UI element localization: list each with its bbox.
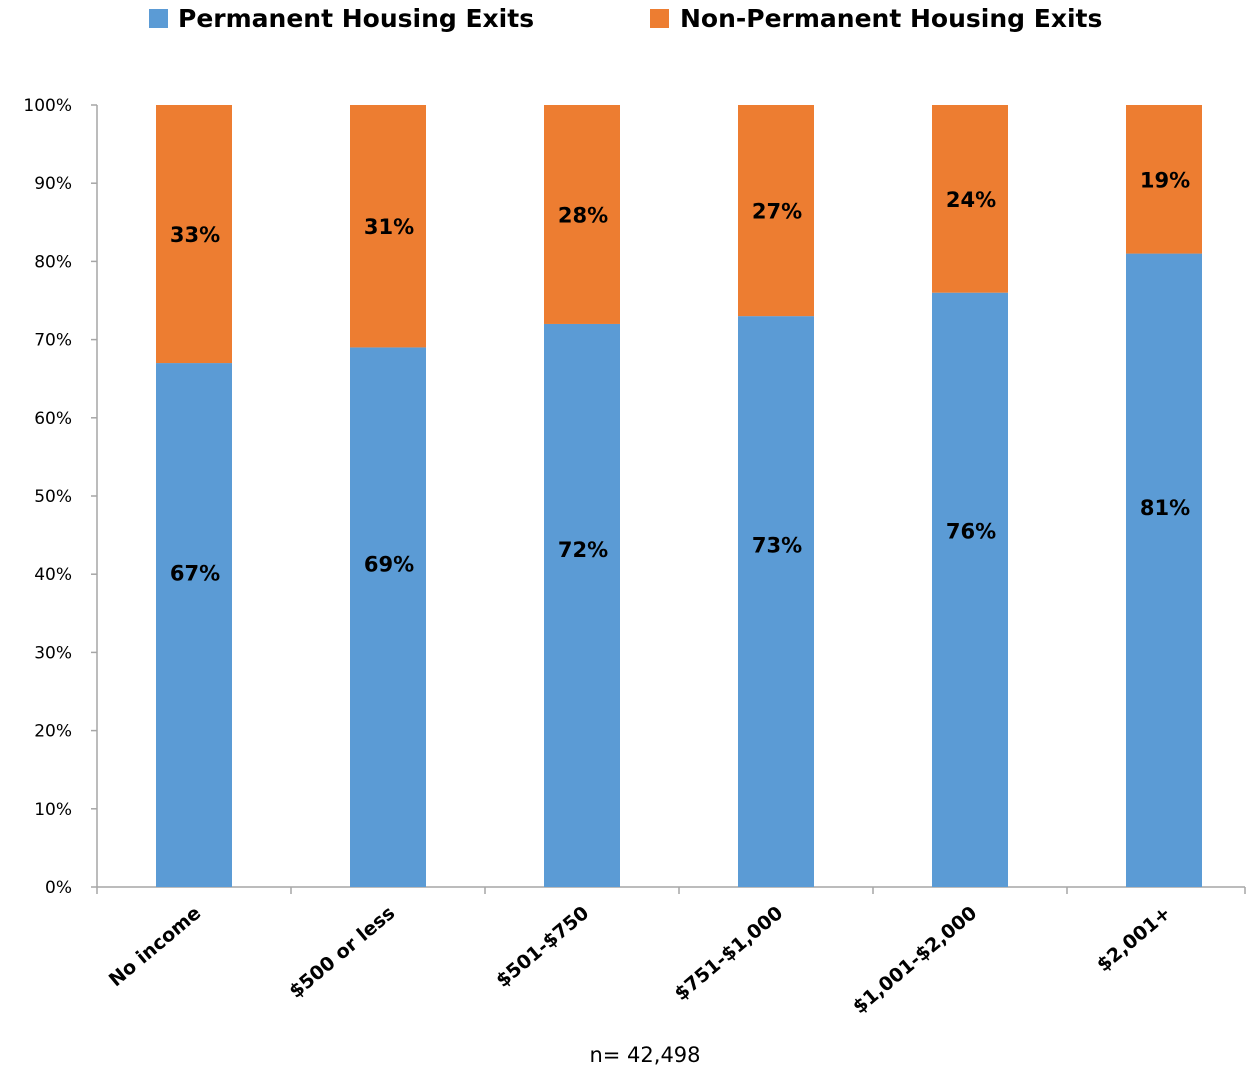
data-labels: 67% 33% 69% 31% 72% 28% 73% 27% 76% 24% 81% 19% xyxy=(170,168,1190,585)
bar-permanent xyxy=(932,292,1008,887)
data-label-permanent: 69% xyxy=(364,552,414,576)
bar-non-permanent xyxy=(544,105,620,324)
bar-non-permanent xyxy=(738,105,814,317)
legend-label-non-permanent: Non-Permanent Housing Exits xyxy=(680,4,1102,33)
y-axis: 0% 10% 20% 30% 40% 50% 60% 70% 80% 90% 100% xyxy=(23,96,98,898)
sample-size-note: n= 42,498 xyxy=(589,1043,700,1067)
category-label: $2,001+ xyxy=(1093,902,1176,976)
legend: Permanent Housing Exits Non-Permanent Ho… xyxy=(149,4,1102,33)
legend-swatch-permanent xyxy=(149,9,168,28)
data-label-non-permanent: 27% xyxy=(752,200,802,224)
y-tick-label: 30% xyxy=(34,643,72,663)
category-labels: No income $500 or less $501-$750 $751-$1,00… xyxy=(105,902,1175,1018)
data-label-permanent: 73% xyxy=(752,533,802,557)
y-tick-label: 70% xyxy=(34,331,72,351)
y-tick-label: 60% xyxy=(34,409,72,429)
bar-permanent xyxy=(738,316,814,887)
y-tick-label: 50% xyxy=(34,487,72,507)
bar-permanent xyxy=(544,323,620,888)
category-label: $501-$750 xyxy=(492,902,593,992)
y-tick-label: 10% xyxy=(34,800,72,820)
data-label-non-permanent: 19% xyxy=(1140,168,1190,192)
data-label-non-permanent: 31% xyxy=(364,215,414,239)
data-label-permanent: 67% xyxy=(170,562,220,586)
bar-non-permanent xyxy=(932,105,1008,293)
category-label: No income xyxy=(105,902,205,991)
data-label-permanent: 76% xyxy=(946,519,996,543)
y-tick-label: 80% xyxy=(34,252,72,272)
bars xyxy=(156,105,1202,888)
bar-non-permanent xyxy=(350,105,426,348)
legend-label-permanent: Permanent Housing Exits xyxy=(178,4,534,33)
bar-non-permanent xyxy=(156,105,232,364)
data-label-non-permanent: 33% xyxy=(170,223,220,247)
bar-permanent xyxy=(1126,253,1202,887)
category-label: $500 or less xyxy=(285,902,399,1003)
legend-swatch-non-permanent xyxy=(650,9,669,28)
y-tick-label: 40% xyxy=(34,565,72,585)
x-axis xyxy=(96,886,1246,894)
data-label-permanent: 72% xyxy=(558,538,608,562)
y-tick-label: 90% xyxy=(34,174,72,194)
bar-permanent xyxy=(350,347,426,887)
data-label-permanent: 81% xyxy=(1140,496,1190,520)
bar-non-permanent xyxy=(1126,105,1202,254)
data-label-non-permanent: 28% xyxy=(558,203,608,227)
data-label-non-permanent: 24% xyxy=(946,188,996,212)
category-label: $1,001-$2,000 xyxy=(849,902,982,1018)
y-tick-label: 20% xyxy=(34,722,72,742)
y-tick-label: 100% xyxy=(23,96,72,116)
y-tick-label: 0% xyxy=(45,878,72,898)
bar-permanent xyxy=(156,363,232,887)
category-label: $751-$1,000 xyxy=(670,902,787,1005)
